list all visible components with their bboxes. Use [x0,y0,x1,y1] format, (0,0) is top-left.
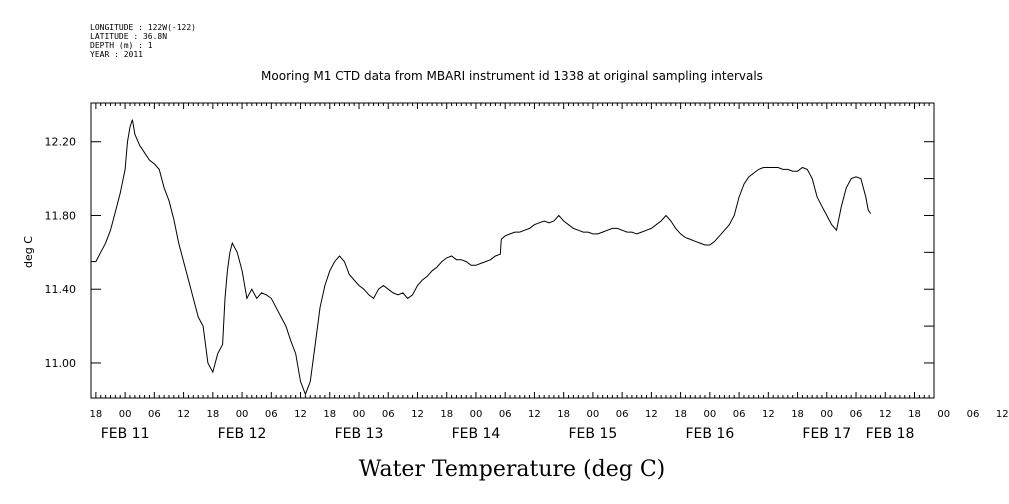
hour-tick-label: 18 [674,409,687,420]
hour-tick-label: 00 [703,409,716,420]
hour-tick-label: 18 [557,409,570,420]
hour-tick-label: 06 [967,409,980,420]
year-label: YEAR : 2011 [90,50,143,59]
hour-tick-label: 12 [996,409,1009,420]
hour-tick-label: 12 [177,409,190,420]
hour-tick-label: 18 [206,409,219,420]
hour-tick-label: 12 [294,409,307,420]
hour-tick-label: 12 [528,409,541,420]
bottom-title: Water Temperature (deg C) [359,457,666,482]
day-label: FEB 15 [569,426,618,442]
day-label: FEB 18 [866,426,915,442]
chart-title: Mooring M1 CTD data from MBARI instrumen… [261,69,763,83]
hour-tick-label: 18 [791,409,804,420]
hour-tick-label: 00 [119,409,132,420]
hour-tick-label: 06 [382,409,395,420]
y-tick-label: 12.20 [45,136,77,149]
hour-tick-label: 06 [499,409,512,420]
hour-tick-label: 12 [645,409,658,420]
hour-tick-label: 18 [908,409,921,420]
y-axis: 11.00 11.40 11.80 12.20 [45,136,934,370]
day-label: FEB 16 [685,426,734,442]
hour-tick-label: 00 [937,409,950,420]
y-axis-label: deg C [22,236,35,268]
series-layer [90,119,872,396]
hour-tick-label: 00 [353,409,366,420]
day-label: FEB 14 [452,426,501,442]
water-temperature-line [90,119,872,396]
plot-frame [90,102,935,399]
hour-tick-label: 06 [850,409,863,420]
longitude-label: LONGITUDE : 122W(-122) [90,23,196,32]
y-tick-label: 11.40 [45,283,77,296]
hour-tick-label: 12 [879,409,892,420]
y-tick-label: 11.80 [45,209,77,222]
hour-tick-label: 12 [762,409,775,420]
hour-tick-label: 12 [411,409,424,420]
latitude-label: LATITUDE : 36.8N [90,32,168,41]
hour-tick-label: 00 [820,409,833,420]
hour-tick-label: 18 [323,409,336,420]
hour-tick-label: 18 [90,409,103,420]
hour-tick-label: 06 [148,409,161,420]
hour-tick-label: 00 [236,409,249,420]
x-axis: 18 00 06 12 18 00 06 12 18 00 06 12 18 00 06 12 18 00 06 12… [90,103,1009,442]
depth-label: DEPTH (m) : 1 [90,41,153,50]
day-label: FEB 12 [218,426,267,442]
day-label: FEB 13 [335,426,384,442]
hour-tick-label: 18 [440,409,453,420]
day-label: FEB 17 [802,426,851,442]
y-tick-label: 11.00 [45,357,77,370]
day-label: FEB 11 [101,426,150,442]
hour-tick-label: 06 [616,409,629,420]
hour-tick-label: 00 [470,409,483,420]
hour-tick-label: 06 [265,409,278,420]
mooring-metadata: LONGITUDE : 122W(-122) LATITUDE : 36.8N … [90,23,196,59]
hour-tick-label: 00 [587,409,600,420]
hour-tick-label: 06 [733,409,746,420]
